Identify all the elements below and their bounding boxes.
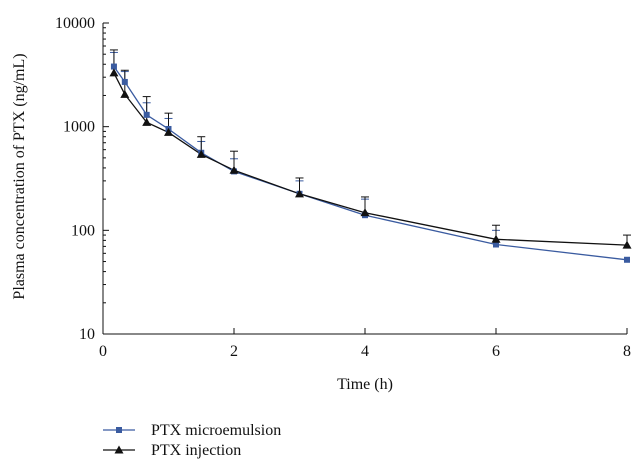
data-point-square — [493, 241, 499, 248]
legend-item-microemulsion: PTX microemulsion — [103, 422, 281, 439]
data-point-triangle — [164, 127, 173, 136]
axes — [102, 23, 627, 335]
data-point-triangle — [360, 208, 370, 217]
x-tick-label: 8 — [623, 343, 631, 360]
error-bars — [109, 49, 631, 246]
y-tick-label: 1000 — [63, 119, 95, 136]
data-point-triangle — [622, 240, 632, 249]
legend: PTX microemulsion PTX injection — [103, 422, 281, 459]
data-markers — [109, 63, 632, 263]
data-point-triangle — [120, 89, 130, 98]
y-ticks: 10 100 1000 10000 — [55, 15, 109, 343]
data-point-square — [624, 256, 630, 263]
series-lines — [113, 66, 628, 261]
data-point-triangle — [295, 189, 304, 198]
data-point-square — [121, 78, 128, 85]
data-point-square — [110, 63, 117, 70]
x-tick-label: 4 — [361, 343, 369, 360]
series-line-0 — [113, 66, 628, 261]
data-point-triangle — [109, 68, 119, 77]
y-axis-title: Plasma concentration of PTX (ng/mL) — [11, 53, 28, 299]
legend-triangle-marker — [114, 445, 124, 454]
x-tick-label: 2 — [230, 343, 238, 360]
x-axis-title: Time (h) — [337, 376, 393, 393]
legend-label-microemulsion: PTX microemulsion — [151, 422, 281, 439]
data-point-triangle — [491, 234, 501, 243]
y-tick-label: 100 — [71, 222, 95, 239]
legend-square-marker — [116, 427, 122, 433]
data-point-triangle — [196, 149, 206, 158]
data-point-square — [143, 111, 150, 118]
x-tick-label: 6 — [492, 343, 500, 360]
x-ticks: 0 2 4 6 8 — [99, 328, 631, 360]
y-tick-label: 10 — [79, 326, 95, 343]
data-point-triangle — [142, 117, 152, 126]
legend-label-injection: PTX injection — [151, 442, 241, 459]
series-line-1 — [113, 72, 628, 246]
legend-item-injection: PTX injection — [103, 442, 241, 459]
data-point-triangle — [229, 165, 239, 174]
x-tick-label: 0 — [99, 343, 107, 360]
y-tick-label: 10000 — [55, 15, 95, 32]
